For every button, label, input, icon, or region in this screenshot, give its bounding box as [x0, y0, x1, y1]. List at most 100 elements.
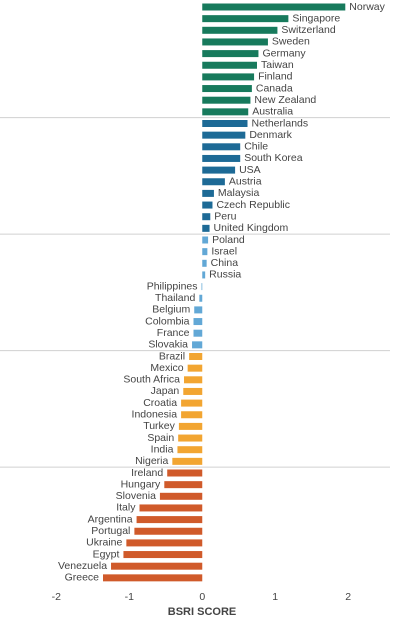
x-tick-label: 2 — [345, 591, 351, 603]
x-tick-label: -1 — [125, 591, 134, 603]
bar — [181, 399, 203, 407]
category-label: Ireland — [131, 467, 163, 479]
x-tick-label: 1 — [272, 591, 278, 603]
category-label: Thailand — [155, 292, 195, 304]
bar — [202, 131, 246, 139]
category-label: Singapore — [292, 12, 340, 24]
bar — [202, 201, 213, 209]
category-label: Australia — [252, 106, 293, 118]
bar — [193, 318, 203, 326]
bar — [111, 562, 203, 570]
bar — [202, 26, 278, 34]
bar — [172, 457, 203, 465]
category-label: Colombia — [145, 315, 190, 327]
bar — [181, 411, 203, 419]
category-label: Philippines — [147, 280, 198, 292]
bar — [202, 248, 208, 256]
category-label: Spain — [147, 432, 174, 444]
category-label: Egypt — [93, 548, 120, 560]
category-label: Mexico — [150, 362, 183, 374]
bar — [202, 166, 236, 174]
category-label: Czech Republic — [216, 199, 290, 211]
category-label: Russia — [209, 269, 241, 281]
category-label: Austria — [229, 176, 262, 188]
category-label: Germany — [262, 47, 306, 59]
category-label: Sweden — [272, 36, 310, 48]
category-label: Netherlands — [252, 117, 309, 129]
x-tick-label: 0 — [199, 591, 205, 603]
category-label: Belgium — [152, 304, 190, 316]
category-label: Slovakia — [148, 339, 188, 351]
bar — [202, 189, 214, 197]
bar — [199, 294, 203, 302]
bar — [202, 154, 241, 162]
category-label: Taiwan — [261, 59, 294, 71]
bar — [164, 481, 203, 489]
bar — [202, 120, 248, 127]
category-label: Italy — [116, 502, 136, 514]
category-label: Portugal — [91, 525, 130, 537]
bar — [178, 422, 203, 430]
bar — [159, 492, 203, 500]
bar — [167, 469, 203, 477]
bar — [202, 96, 251, 104]
bar — [103, 574, 203, 582]
category-label: Poland — [212, 234, 245, 246]
bar — [177, 446, 203, 454]
category-label: Finland — [258, 71, 293, 83]
category-label: China — [211, 257, 239, 269]
category-label: United Kingdom — [214, 222, 289, 234]
bar — [184, 376, 203, 384]
category-label: Turkey — [143, 420, 175, 432]
bar — [202, 213, 211, 221]
category-label: Brazil — [159, 350, 185, 362]
bar — [202, 108, 249, 116]
category-label: South Africa — [123, 374, 180, 386]
category-label: New Zealand — [254, 94, 316, 106]
category-label: Greece — [65, 572, 100, 584]
bar — [193, 329, 203, 337]
category-label: Nigeria — [135, 455, 168, 467]
category-label: Peru — [214, 210, 236, 222]
bar — [201, 283, 203, 291]
bar — [187, 364, 203, 372]
category-label: Japan — [151, 385, 180, 397]
category-label: Denmark — [249, 129, 292, 141]
bar — [202, 85, 252, 93]
bar — [136, 516, 203, 524]
bar — [126, 539, 203, 547]
category-label: Venezuela — [58, 560, 107, 572]
category-label: Switzerland — [281, 24, 335, 36]
category-label: India — [151, 443, 174, 455]
bar — [202, 73, 255, 81]
bar — [194, 306, 203, 314]
bar — [202, 15, 289, 23]
x-axis-title: BSRI SCORE — [168, 606, 236, 618]
category-label: Hungary — [121, 478, 161, 490]
bar — [183, 387, 203, 395]
bar — [123, 551, 203, 559]
category-label: Chile — [244, 141, 268, 153]
bar — [202, 3, 346, 11]
category-label: South Korea — [244, 152, 303, 164]
category-label: Canada — [256, 82, 293, 94]
category-label: USA — [239, 164, 261, 176]
category-label: Indonesia — [132, 409, 178, 421]
bar — [134, 527, 203, 535]
bar — [139, 504, 203, 512]
bar — [202, 236, 209, 244]
bar — [192, 341, 203, 349]
bar — [202, 143, 241, 151]
bar — [202, 50, 259, 58]
bar — [189, 353, 203, 360]
category-label: Israel — [211, 245, 237, 257]
x-tick-label: -2 — [52, 591, 61, 603]
bar — [202, 271, 206, 279]
category-label: Argentina — [88, 513, 133, 525]
category-label: France — [157, 327, 190, 339]
category-label: Norway — [349, 1, 385, 13]
category-label: Malaysia — [218, 187, 260, 199]
category-label: Croatia — [143, 397, 177, 409]
bar — [202, 178, 225, 186]
